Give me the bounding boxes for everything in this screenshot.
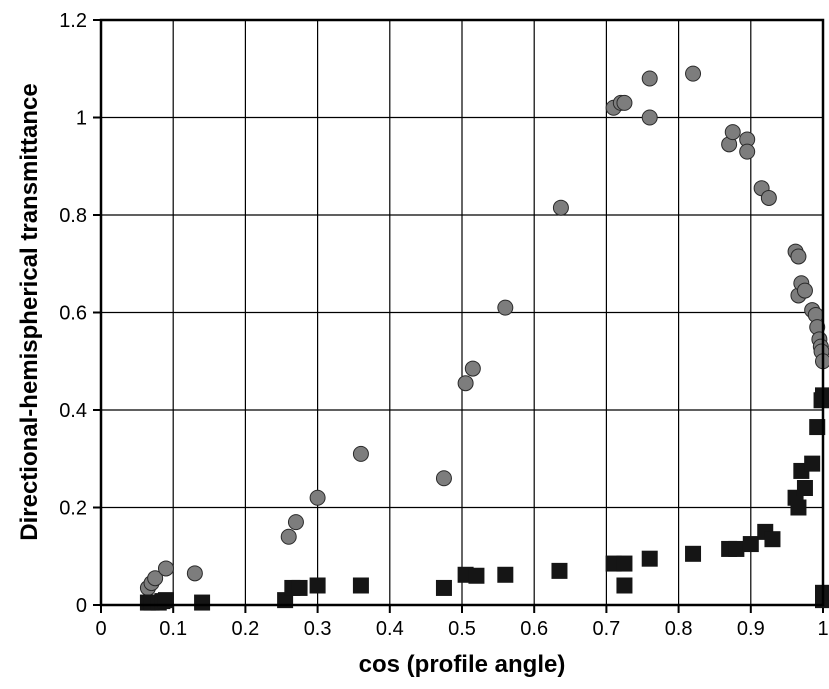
- data-point-square: [551, 562, 568, 579]
- y-tick-label: 0.2: [59, 498, 87, 520]
- data-point-circle: [457, 375, 474, 392]
- data-point-circle: [352, 445, 369, 462]
- data-point-circle: [435, 470, 452, 487]
- data-point-square: [796, 480, 813, 496]
- data-point-square: [728, 540, 745, 557]
- data-point-circle: [309, 489, 326, 506]
- data-point-circle: [796, 282, 813, 299]
- data-point-square: [309, 577, 326, 594]
- data-point-circle: [760, 189, 777, 206]
- x-tick-label: 0: [95, 618, 106, 640]
- data-point-circle: [157, 560, 174, 577]
- data-point-circle: [739, 143, 756, 160]
- y-tick-label: 0.4: [59, 400, 87, 422]
- data-point-square: [468, 567, 485, 584]
- data-points: [139, 65, 829, 611]
- data-point-circle: [641, 109, 658, 126]
- data-point-circle: [685, 65, 702, 82]
- x-tick-label: 0.3: [304, 618, 332, 640]
- x-tick-label: 0.4: [376, 618, 404, 640]
- data-point-square: [742, 536, 759, 553]
- grid: [100, 19, 824, 606]
- data-point-circle: [280, 528, 297, 545]
- data-point-square: [194, 594, 211, 611]
- data-point-square: [790, 499, 807, 516]
- data-point-square: [497, 566, 514, 583]
- x-tick-label: 0.5: [448, 618, 476, 640]
- x-tick-label: 0.8: [665, 618, 693, 640]
- y-tick-label: 0.8: [59, 205, 87, 227]
- data-point-circle: [724, 124, 741, 141]
- y-tick-label: 0: [76, 595, 87, 617]
- y-tick-label: 1.2: [59, 10, 87, 32]
- x-tick-label: 0.1: [159, 618, 187, 640]
- x-tick-label: 0.2: [231, 618, 259, 640]
- data-point-square: [685, 545, 702, 562]
- data-point-circle: [552, 199, 569, 216]
- data-point-circle: [147, 570, 164, 587]
- data-point-circle: [287, 514, 304, 531]
- data-point-circle: [641, 70, 658, 87]
- data-point-circle: [464, 360, 481, 377]
- y-tick-label: 0.6: [59, 303, 87, 325]
- plot-frame: [99, 18, 825, 607]
- x-tick-label: 0.7: [592, 618, 620, 640]
- data-point-square: [435, 579, 452, 596]
- x-tick-label: 0.6: [520, 618, 548, 640]
- data-point-square: [616, 555, 633, 572]
- data-point-square: [641, 550, 658, 567]
- data-point-square: [616, 577, 633, 594]
- data-point-circle: [186, 565, 203, 582]
- data-point-circle: [616, 94, 633, 111]
- data-point-square: [352, 577, 369, 594]
- data-point-circle: [790, 248, 807, 265]
- data-point-square: [809, 419, 826, 436]
- y-tick-label: 1: [76, 108, 87, 130]
- data-point-square: [291, 579, 308, 596]
- axis-ticks: 0 0.1 0.2 0.3 0.4 0.5 0.6 0.7 0.8 0.9 1 0 0.2 0.4 0.6 0…: [59, 10, 828, 640]
- data-point-square: [764, 531, 781, 548]
- x-axis-title: cos (profile angle): [359, 651, 566, 678]
- x-tick-label: 0.9: [737, 618, 765, 640]
- y-axis-title: Directional-hemispherical transmittance: [16, 83, 43, 540]
- data-point-circle: [497, 299, 514, 316]
- x-tick-label: 1: [817, 618, 828, 640]
- data-point-square: [804, 455, 821, 472]
